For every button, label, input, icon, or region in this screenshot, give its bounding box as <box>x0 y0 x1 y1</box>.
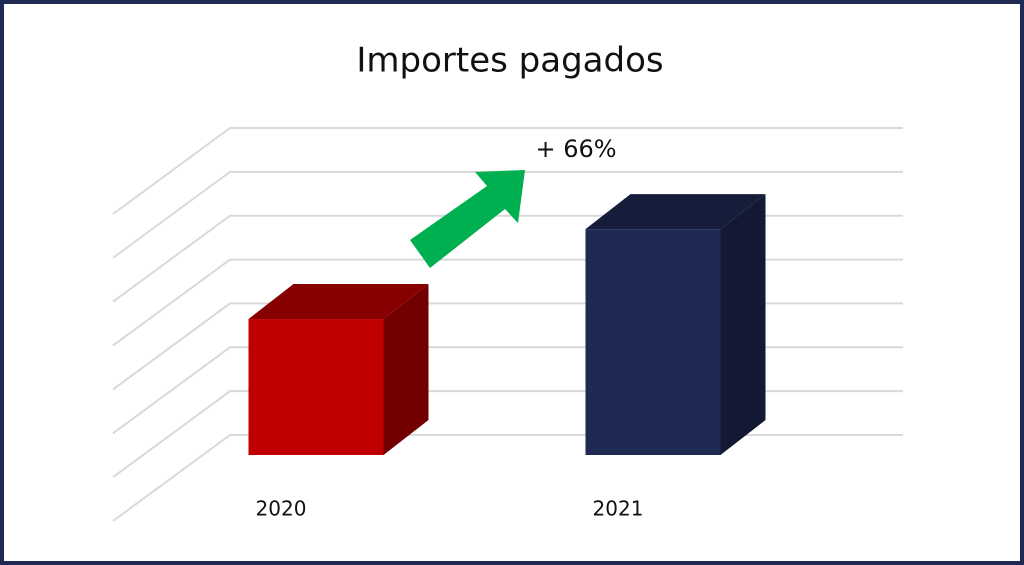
x-tick-label: 2020 <box>256 497 307 521</box>
growth-arrow <box>410 170 525 268</box>
bar-side <box>720 194 766 455</box>
bar-side <box>383 284 429 455</box>
annotation: + 66% <box>535 135 616 163</box>
grid <box>112 127 903 522</box>
x-tick-label: 2021 <box>593 497 644 521</box>
bar <box>248 284 429 455</box>
bar-front <box>248 319 384 455</box>
bar-top <box>248 284 429 320</box>
bar <box>585 194 766 455</box>
grid-line <box>112 170 903 259</box>
grid-line <box>112 127 903 215</box>
bar-front <box>585 229 721 455</box>
chart-title: Importes pagados <box>356 41 663 81</box>
bar-top <box>585 194 766 230</box>
